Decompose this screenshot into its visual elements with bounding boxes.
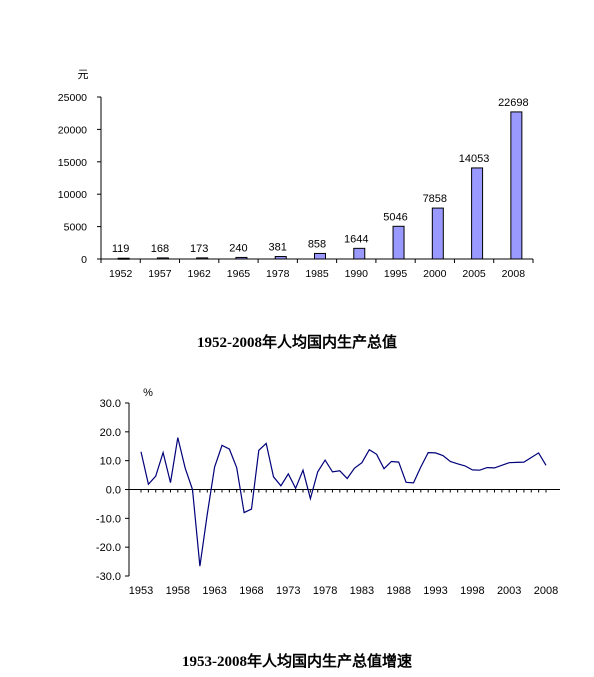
y-axis-unit: % <box>143 387 153 399</box>
y-tick-label: -20.0 <box>96 542 121 554</box>
growth-rate-line <box>140 437 547 567</box>
line-chart-title: 1953-2008年人均国内生产总值增速 <box>182 654 412 670</box>
bar-value-label: 240 <box>229 242 247 254</box>
bar-value-label: 22698 <box>498 97 529 109</box>
x-tick-label: 1993 <box>423 585 447 597</box>
y-tick-label: 10.0 <box>100 456 121 468</box>
y-tick-label: 10000 <box>58 189 87 201</box>
x-tick-label: 1995 <box>384 268 408 280</box>
bar <box>274 256 287 260</box>
x-tick-label: 2008 <box>502 268 526 280</box>
bar <box>314 252 326 260</box>
y-tick-label: -30.0 <box>96 571 121 583</box>
x-tick-label: 1957 <box>148 268 172 280</box>
x-tick-label: 1973 <box>276 585 300 597</box>
x-tick-label: 1952 <box>109 268 133 280</box>
y-tick-label: 15000 <box>58 157 87 169</box>
x-tick-label: 1962 <box>188 268 212 280</box>
bar-chart-title: 1952-2008年人均国内生产总值 <box>197 335 397 351</box>
bar <box>510 111 523 260</box>
x-tick-label: 1998 <box>460 585 484 597</box>
y-tick-label: 20000 <box>58 124 87 136</box>
x-tick-label: 1965 <box>227 268 251 280</box>
bar-value-label: 858 <box>308 238 326 250</box>
y-tick-label: 0 <box>81 254 87 266</box>
x-tick-label: 1978 <box>266 268 290 280</box>
line-chart-per-capita-gdp-growth: % 30.0 20.0 10.0 0.0 -10.0 -20.0 -30.0 1953 1958 1… <box>96 387 560 597</box>
y-tick-label: 25000 <box>58 92 87 104</box>
x-tick-label: 2003 <box>497 585 521 597</box>
x-tick-label: 1963 <box>202 585 226 597</box>
x-tick-label: 1985 <box>305 268 329 280</box>
bar <box>156 257 169 260</box>
bar-value-label: 381 <box>269 242 287 254</box>
bar-value-label: 1644 <box>344 233 368 245</box>
x-tick-label: 1978 <box>313 585 337 597</box>
bar-value-label: 173 <box>190 243 208 255</box>
y-tick-label: 20.0 <box>100 427 121 439</box>
bar <box>431 207 444 260</box>
bar <box>117 257 130 260</box>
x-tick-label: 1958 <box>166 585 190 597</box>
y-tick-label: -10.0 <box>96 513 121 525</box>
y-tick-label: 5000 <box>64 222 88 234</box>
bar-value-label: 14053 <box>459 153 490 165</box>
x-tick-label: 2005 <box>462 268 486 280</box>
x-tick-label: 1968 <box>239 585 263 597</box>
x-tick-label: 1988 <box>386 585 410 597</box>
bar <box>353 247 366 260</box>
bar-value-label: 119 <box>112 243 130 255</box>
x-tick-label: 2000 <box>423 268 447 280</box>
bar <box>392 225 405 260</box>
x-tick-label: 1990 <box>345 268 369 280</box>
x-tick-label: 1953 <box>129 585 153 597</box>
y-tick-label: 30.0 <box>100 398 121 410</box>
x-tick-label: 1983 <box>350 585 374 597</box>
bar <box>235 256 248 260</box>
bar-value-label: 7858 <box>423 193 447 205</box>
bar <box>471 167 484 260</box>
x-tick-label: 2008 <box>534 585 558 597</box>
bar <box>196 257 209 260</box>
bar-chart-per-capita-gdp: 元 25000 20000 15000 10000 5000 0 119 1952 168 1957… <box>58 69 534 280</box>
y-axis-unit: 元 <box>78 69 89 81</box>
bar-value-label: 5046 <box>383 211 407 223</box>
y-tick-label: 0.0 <box>106 485 121 497</box>
bar-value-label: 168 <box>151 243 169 255</box>
